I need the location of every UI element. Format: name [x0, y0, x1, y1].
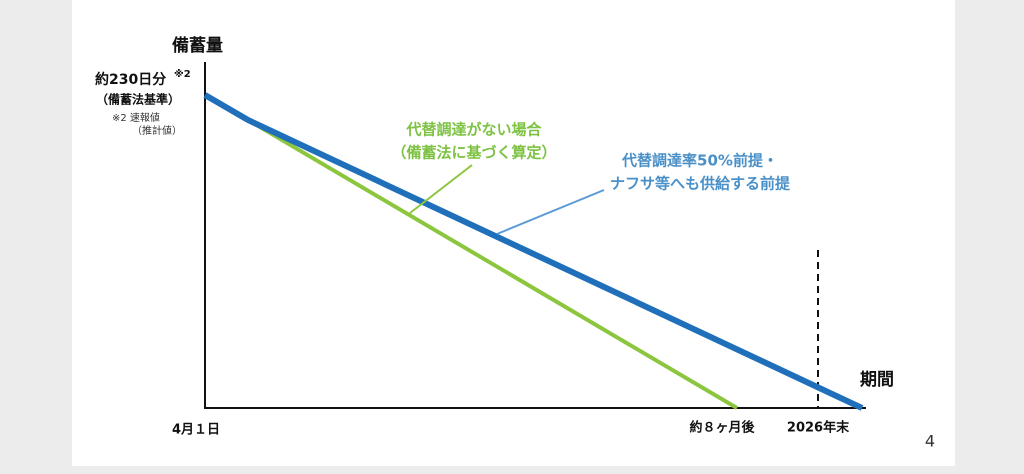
x-axis-label: 期間 — [860, 370, 894, 390]
note-mark: ※2 — [174, 68, 191, 80]
start-basis: （備蓄法基準） — [96, 92, 180, 107]
x-label: 4月１日 — [172, 423, 220, 438]
start-label: 約230日分 — [95, 71, 166, 88]
note: ※2 速報値 — [112, 111, 160, 124]
leader-line — [496, 189, 605, 235]
page-number: 4 — [925, 432, 935, 451]
leader-line — [409, 164, 473, 214]
no-alternative-line — [246, 118, 739, 410]
annotation-line: 代替調達がない場合 — [405, 121, 542, 139]
annotation-line: （備蓄法に基づく算定） — [391, 144, 556, 162]
annotation-line: ナフサ等へも供給する前提 — [610, 175, 791, 193]
slide — [72, 0, 955, 466]
annotation-line: 代替調達率50%前提・ — [621, 152, 778, 170]
note: （推計値） — [132, 124, 182, 137]
alternative-line — [203, 92, 864, 411]
x-label: 2026年末 — [787, 420, 850, 436]
x-label: 約８ヶ月後 — [689, 420, 755, 436]
y-axis-label: 備蓄量 — [172, 35, 223, 56]
